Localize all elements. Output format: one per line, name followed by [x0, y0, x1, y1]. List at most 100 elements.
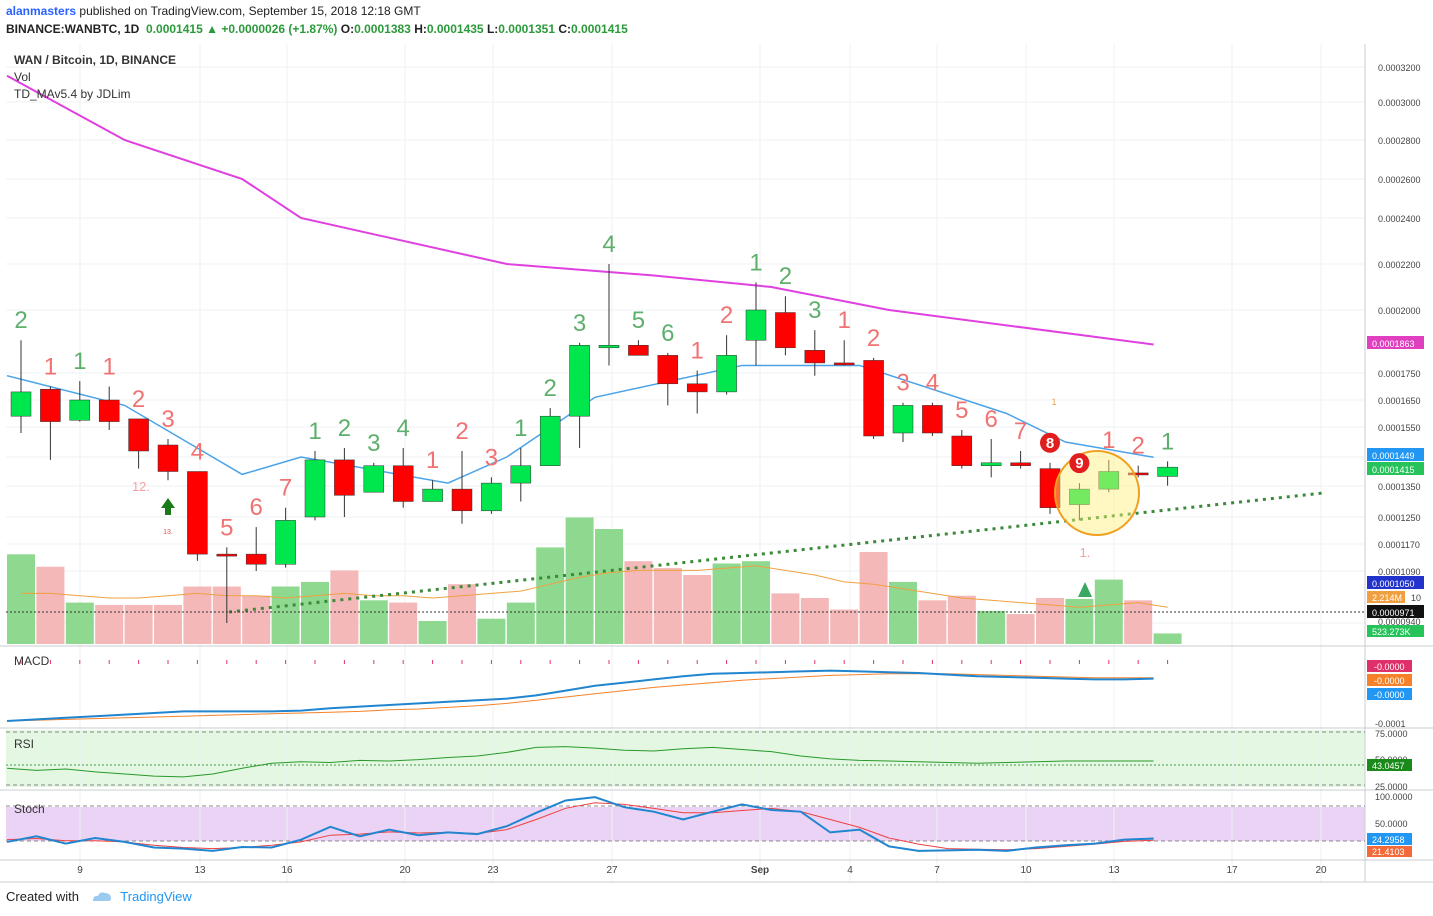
candle-body — [275, 520, 296, 565]
footer: Created with TradingView — [6, 889, 192, 904]
macd-badge — [1367, 674, 1412, 686]
volume-bar — [565, 517, 594, 644]
tradingview-logo-icon — [92, 892, 111, 901]
legend-volume[interactable]: Vol — [14, 70, 31, 84]
td-count-label: 2 — [720, 302, 733, 329]
td-count-label: 4 — [926, 370, 939, 397]
td-count-label: 2 — [779, 263, 792, 290]
candle-body — [98, 399, 120, 422]
volume-bar — [418, 621, 447, 644]
price-tick-label: 0.0001650 — [1378, 396, 1421, 406]
low-label: L: — [486, 22, 499, 36]
author-name[interactable]: alanmasters — [6, 4, 77, 18]
time-tick-label: 23 — [487, 865, 499, 876]
price-tick-label: 0.0001250 — [1378, 513, 1421, 523]
volume-bar — [154, 604, 182, 644]
volume-bar — [65, 602, 94, 644]
candle-body — [510, 465, 532, 484]
candle-body — [187, 471, 208, 555]
price-tick-label: 0.0002000 — [1378, 306, 1421, 316]
volume-bar — [36, 566, 65, 644]
macd-badge-label: -0.0000 — [1374, 662, 1405, 672]
volume-bar — [595, 529, 623, 644]
candle-body — [745, 309, 767, 341]
td-count-label: 1 — [73, 348, 86, 375]
volume-bar — [506, 602, 535, 644]
volume-bar — [683, 575, 712, 644]
td-count-label: 2 — [338, 415, 351, 442]
td-count-label: 1 — [1161, 428, 1174, 455]
volume-badge — [1367, 625, 1424, 637]
td-count-label: 2 — [132, 386, 145, 413]
tradingview-brand[interactable]: TradingView — [120, 889, 192, 904]
candle-body — [951, 435, 973, 466]
candle-body — [481, 482, 502, 512]
candle-body — [334, 459, 355, 496]
open-label: O: — [340, 22, 355, 36]
stoch-background — [6, 807, 1365, 841]
stoch-k-line — [6, 796, 1154, 852]
legend-title[interactable]: WAN / Bitcoin, 1D, BINANCE — [14, 53, 177, 67]
macd-signal-line — [6, 673, 1154, 722]
td-count-label: 1 — [44, 354, 57, 381]
candle-body — [598, 345, 620, 349]
rsi-pane-label: RSI — [14, 737, 34, 751]
volume-badge-label: 523.273K — [1372, 627, 1411, 637]
volume-bar — [271, 586, 300, 644]
price-badge-label: 0.0001863 — [1372, 339, 1415, 349]
price-tick-label: 0.0002200 — [1378, 260, 1421, 270]
price-tick-label: 0.0003000 — [1378, 98, 1421, 108]
candle-body — [1127, 472, 1149, 476]
stoch-k-badge — [1367, 833, 1412, 845]
volume-bar — [301, 581, 329, 644]
volume-bar — [242, 595, 271, 644]
td-count-label: 5 — [220, 514, 233, 541]
rsi-background — [6, 730, 1365, 787]
td-annotation: 1. — [1080, 545, 1091, 560]
td-count-label: 1 — [426, 447, 439, 474]
stoch-pane-label: Stoch — [14, 802, 45, 816]
time-tick-label: 27 — [606, 865, 618, 876]
rsi-tick-label: 75.0000 — [1375, 729, 1408, 739]
td-count-label: 1 — [308, 418, 321, 445]
td-count-label: 7 — [279, 475, 292, 502]
price-badge — [1367, 462, 1424, 475]
volume-bar — [624, 561, 653, 644]
rsi-tick-label: 25.0000 — [1375, 782, 1408, 792]
candle-body — [628, 345, 649, 356]
td-count-label: 3 — [808, 297, 821, 324]
td-count-label: 4 — [397, 415, 410, 442]
volume-bar — [977, 610, 1006, 644]
td-count-label: 2 — [14, 307, 27, 334]
candle-body — [451, 488, 473, 512]
td-count-label: 8 — [1046, 435, 1054, 452]
price-badge — [1367, 448, 1424, 461]
legend-indicator[interactable]: TD_MAv5.4 by JDLim — [14, 87, 131, 101]
volume-bar — [477, 618, 506, 644]
td-count-label: 6 — [250, 494, 263, 521]
candle-body — [304, 459, 326, 518]
candle-body — [804, 350, 826, 364]
volume-ma-line — [21, 565, 1168, 608]
price-badge-label: 0.0001415 — [1372, 465, 1415, 475]
candle-body — [1098, 471, 1120, 490]
volume-bar — [330, 570, 359, 644]
volume-bar — [1006, 614, 1035, 644]
price-badge — [1367, 336, 1424, 349]
rsi-badge-label: 43.0457 — [1372, 761, 1405, 771]
candle-body — [686, 383, 708, 393]
price-badge-label: 0.0001050 — [1372, 579, 1415, 589]
td-count-label: 1 — [1102, 427, 1115, 454]
candle-body — [392, 465, 414, 502]
volume-bar — [7, 554, 35, 644]
volume-bar — [1153, 633, 1182, 644]
td-annotation: 13. — [163, 529, 173, 536]
stoch-d-badge — [1367, 846, 1412, 857]
time-tick-label: 16 — [281, 865, 293, 876]
volume-bar — [536, 547, 565, 644]
volume-bar — [859, 552, 888, 644]
close-value: 0.0001415 — [571, 22, 628, 36]
candle-body — [422, 488, 443, 502]
volume-bar — [183, 586, 212, 644]
